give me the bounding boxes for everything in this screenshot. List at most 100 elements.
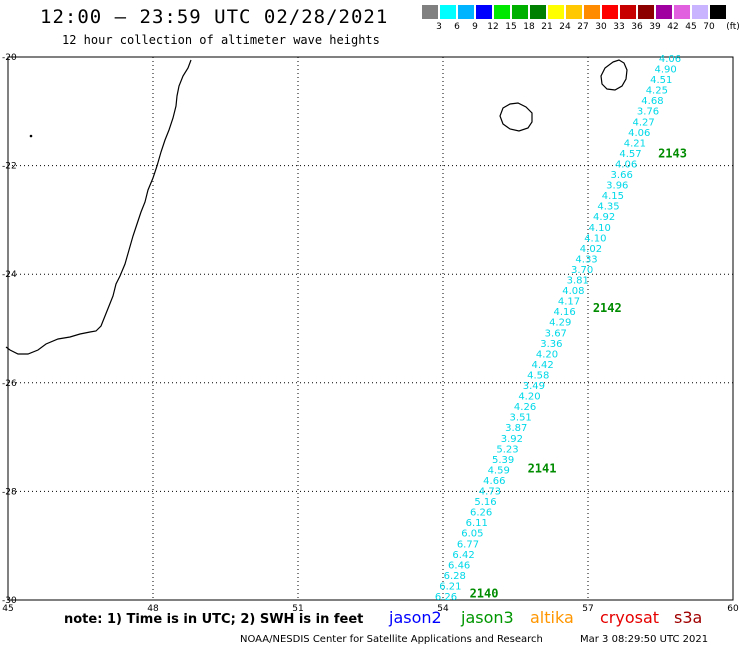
swh-value: 4.42 — [531, 360, 553, 371]
legend-label: 6 — [454, 22, 460, 32]
satellite-jason3: jason3 — [461, 608, 514, 627]
legend-swatch — [656, 5, 672, 19]
swh-value: 6.77 — [457, 539, 479, 550]
swh-value: 6.26 — [470, 508, 492, 519]
swh-value: 4.08 — [562, 286, 584, 297]
legend-label: 18 — [523, 22, 535, 32]
islet — [29, 134, 33, 138]
lon-tick-label: 57 — [582, 604, 593, 614]
swh-value: 6.21 — [439, 581, 461, 592]
swh-value: 4.06 — [628, 128, 650, 139]
swh-value: 4.51 — [650, 75, 672, 86]
lon-tick-label: 54 — [437, 604, 449, 614]
lat-tick-label: -28 — [2, 487, 17, 497]
swh-value: 6.46 — [448, 560, 470, 571]
swh-value: 4.59 — [488, 465, 510, 476]
legend-swatch — [458, 5, 474, 19]
legend-swatch — [620, 5, 636, 19]
swh-value: 4.25 — [646, 86, 668, 97]
swh-value: 4.57 — [619, 149, 641, 160]
swh-value: 4.20 — [536, 349, 558, 360]
swh-value: 4.73 — [479, 487, 501, 498]
generated-timestamp: Mar 3 08:29:50 UTC 2021 — [580, 634, 709, 645]
lon-tick-label: 51 — [292, 604, 303, 614]
lon-tick-label: 48 — [147, 604, 159, 614]
legend-label: 12 — [487, 22, 499, 32]
legend-swatch — [674, 5, 690, 19]
legend-label: 27 — [577, 22, 589, 32]
swh-value: 4.06 — [615, 159, 637, 170]
swh-value: 6.28 — [444, 571, 466, 582]
legend-swatch — [476, 5, 492, 19]
legend-swatch — [566, 5, 582, 19]
legend-label: 33 — [613, 22, 625, 32]
swh-value: 3.66 — [611, 170, 633, 181]
swh-value: 3.81 — [567, 276, 589, 287]
swh-value: 4.33 — [575, 254, 597, 265]
swh-value: 4.16 — [553, 307, 575, 318]
swh-value: 4.58 — [527, 370, 549, 381]
legend-swatch — [584, 5, 600, 19]
swh-value: 6.42 — [452, 550, 474, 561]
lon-tick-label: 60 — [727, 604, 739, 614]
legend-swatch — [710, 5, 726, 19]
satellite-cryosat: cryosat — [600, 608, 660, 627]
swh-value: 6.11 — [466, 518, 488, 529]
swh-value: 4.26 — [514, 402, 536, 413]
legend-swatch — [638, 5, 654, 19]
footer-note: note: 1) Time is in UTC; 2) SWH is in fe… — [64, 612, 364, 627]
swh-value: 3.92 — [501, 434, 523, 445]
swh-value: 3.70 — [571, 265, 593, 276]
lat-tick-label: -30 — [2, 596, 17, 606]
pass-number: 2143 — [658, 146, 687, 160]
swh-value: 4.10 — [589, 223, 611, 234]
legend-label: 21 — [541, 22, 553, 32]
legend-label: 70 — [703, 22, 715, 32]
swh-value: 4.90 — [654, 65, 676, 76]
legend-swatch — [692, 5, 708, 19]
swh-value: 4.92 — [593, 212, 615, 223]
lat-tick-label: -20 — [2, 53, 17, 63]
swh-value: 3.36 — [540, 339, 562, 350]
swh-value: 4.17 — [558, 297, 580, 308]
pass-number: 2141 — [528, 461, 557, 475]
swh-value: 4.29 — [549, 318, 571, 329]
legend-swatch — [530, 5, 546, 19]
graticule — [8, 57, 733, 600]
pass-number: 2140 — [470, 586, 499, 600]
swh-value: 4.15 — [602, 191, 624, 202]
legend-swatch — [422, 5, 438, 19]
map-frame — [7, 56, 734, 601]
page-subtitle: 12 hour collection of altimeter wave hei… — [62, 33, 380, 47]
legend-label: 15 — [505, 22, 517, 32]
lat-tick-label: -22 — [2, 162, 17, 172]
swh-value: 4.10 — [584, 233, 606, 244]
reunion-island — [499, 102, 533, 132]
lat-tick-label: -24 — [2, 270, 17, 280]
page-title: 12:00 – 23:59 UTC 02/28/2021 — [40, 6, 389, 28]
swh-value: 3.51 — [510, 413, 532, 424]
satellite-jason2: jason2 — [389, 608, 442, 627]
swh-value: 3.67 — [545, 328, 567, 339]
swh-value: 3.49 — [523, 381, 545, 392]
swh-value: 5.16 — [474, 497, 496, 508]
legend-label: 36 — [631, 22, 643, 32]
satellite-altika: altika — [530, 608, 574, 627]
swh-value: 5.39 — [492, 455, 514, 466]
swh-value: 3.76 — [637, 107, 659, 118]
altimeter-track: 4.064.904.514.254.683.764.274.064.214.57… — [435, 54, 681, 603]
legend-swatch — [602, 5, 618, 19]
madagascar-coastline — [5, 59, 192, 355]
legend-swatch — [512, 5, 528, 19]
legend-swatch — [548, 5, 564, 19]
swh-value: 4.20 — [518, 392, 540, 403]
swh-value: 5.23 — [496, 444, 518, 455]
legend-swatch — [494, 5, 510, 19]
swh-value: 6.26 — [435, 592, 457, 603]
legend-label: 45 — [685, 22, 697, 32]
legend-label: 24 — [559, 22, 571, 32]
swh-value: 4.21 — [624, 138, 646, 149]
lat-tick-label: -26 — [2, 379, 17, 389]
latitude-labels: -20 -22 -24 -26 -28 -30 — [2, 53, 17, 606]
